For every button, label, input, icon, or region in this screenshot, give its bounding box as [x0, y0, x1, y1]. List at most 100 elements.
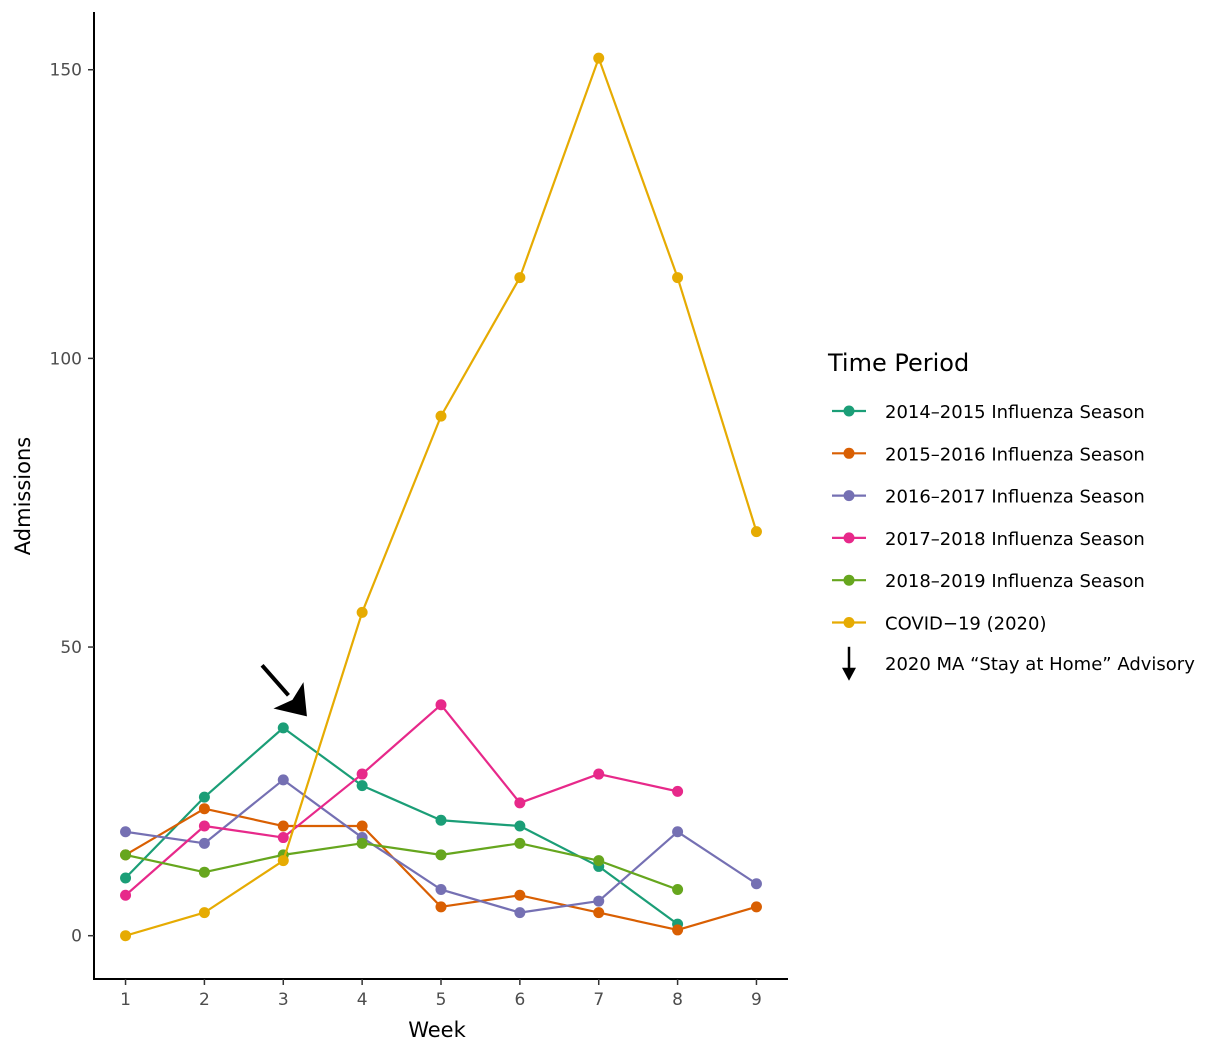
legend-label: 2016–2017 Influenza Season — [885, 487, 1145, 508]
legend-item: 2014–2015 Influenza Season — [832, 402, 1145, 423]
x-tick-label: 5 — [436, 990, 447, 1010]
legend-key-point — [843, 490, 855, 502]
data-point — [120, 930, 132, 942]
data-point — [356, 820, 368, 832]
data-point — [198, 837, 210, 849]
data-point — [435, 814, 447, 826]
x-tick-label: 6 — [514, 990, 525, 1010]
data-point — [593, 768, 605, 780]
legend-title: Time Period — [827, 349, 969, 377]
data-point — [672, 924, 684, 936]
y-axis-title: Admissions — [11, 437, 35, 555]
data-point — [356, 606, 368, 618]
legend-item: 2017–2018 Influenza Season — [832, 529, 1145, 550]
data-point — [120, 872, 132, 884]
data-point — [514, 837, 526, 849]
data-point — [435, 901, 447, 913]
data-point — [198, 791, 210, 803]
legend-item: 2015–2016 Influenza Season — [832, 444, 1145, 465]
data-point — [672, 826, 684, 838]
data-point — [356, 780, 368, 792]
data-point — [435, 410, 447, 422]
down-arrow-head — [842, 667, 856, 681]
x-tick-label: 3 — [278, 990, 289, 1010]
series-6 — [120, 52, 762, 942]
legend-key-point — [843, 532, 855, 544]
data-point — [120, 849, 132, 861]
legend-key-point — [843, 447, 855, 459]
data-point — [435, 849, 447, 861]
arrow-head — [273, 682, 307, 717]
data-point — [672, 272, 684, 284]
data-point — [514, 820, 526, 832]
data-point — [750, 901, 762, 913]
data-point — [277, 832, 289, 844]
x-axis-title: Week — [408, 1018, 466, 1042]
data-point — [198, 803, 210, 815]
legend-label: 2017–2018 Influenza Season — [885, 529, 1145, 550]
legend-label: COVID−19 (2020) — [885, 614, 1046, 635]
series-line — [124, 703, 678, 897]
data-point — [120, 826, 132, 838]
stay-at-home-arrow — [260, 664, 307, 717]
legend-key-point — [843, 574, 855, 586]
data-point — [593, 907, 605, 919]
data-point — [593, 52, 605, 64]
legend-item-advisory: 2020 MA “Stay at Home” Advisory — [842, 646, 1195, 681]
legend-item: 2016–2017 Influenza Season — [832, 487, 1145, 508]
data-point — [750, 878, 762, 890]
legend-label: 2018–2019 Influenza Season — [885, 571, 1145, 592]
data-point — [593, 895, 605, 907]
data-point — [277, 820, 289, 832]
arrow-shaft — [260, 664, 290, 697]
axes: 0 50 100 150 1 2 3 4 5 6 7 8 9 Week Admissions — [11, 12, 788, 1042]
data-point — [120, 889, 132, 901]
data-point — [356, 768, 368, 780]
data-point — [514, 797, 526, 809]
x-tick-label: 9 — [751, 990, 762, 1010]
series-line — [125, 57, 758, 937]
data-point — [750, 526, 762, 538]
legend-items: 2014–2015 Influenza Season 2015–2016 Infl… — [832, 402, 1195, 681]
data-point — [356, 837, 368, 849]
series-3 — [120, 774, 762, 919]
data-point — [593, 855, 605, 867]
x-tick-label: 4 — [357, 990, 368, 1010]
series-5 — [120, 837, 684, 896]
y-ticks: 0 50 100 150 — [50, 61, 94, 947]
y-tick-label: 50 — [60, 638, 82, 658]
y-tick-label: 150 — [50, 61, 82, 81]
data-point — [198, 820, 210, 832]
y-tick-label: 100 — [50, 349, 82, 369]
data-point — [277, 774, 289, 786]
y-tick-label: 0 — [71, 927, 82, 947]
data-point — [672, 785, 684, 797]
x-tick-label: 7 — [593, 990, 604, 1010]
legend: Time Period 2014–2015 Influenza Season20… — [827, 349, 1195, 681]
series-4 — [120, 699, 684, 901]
legend-label: 2015–2016 Influenza Season — [885, 444, 1145, 465]
legend-key-point — [843, 405, 855, 417]
x-tick-label: 8 — [672, 990, 683, 1010]
x-tick-label: 1 — [120, 990, 131, 1010]
data-point — [435, 699, 447, 711]
series-line — [124, 726, 679, 926]
legend-key-point — [843, 617, 855, 628]
series-line — [125, 842, 678, 891]
plot-area — [120, 52, 762, 942]
data-point — [672, 884, 684, 896]
data-point — [514, 889, 526, 901]
data-point — [435, 884, 447, 896]
data-point — [514, 272, 526, 284]
legend-label-advisory: 2020 MA “Stay at Home” Advisory — [885, 654, 1195, 675]
x-tick-label: 2 — [199, 990, 210, 1010]
data-point — [277, 722, 289, 734]
legend-item: 2018–2019 Influenza Season — [832, 571, 1145, 592]
data-point — [198, 907, 210, 919]
series-2 — [120, 803, 762, 936]
data-point — [514, 907, 526, 919]
x-ticks: 1 2 3 4 5 6 7 8 9 — [120, 979, 762, 1010]
data-point — [198, 866, 210, 878]
legend-item: COVID−19 (2020) — [832, 614, 1046, 635]
